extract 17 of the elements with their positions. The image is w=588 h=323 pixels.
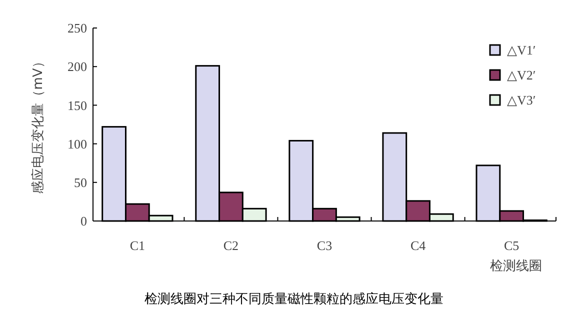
x-tick-label: C1	[130, 238, 146, 253]
legend-label: △V1′	[507, 42, 536, 58]
y-tick-label: 150	[68, 98, 87, 113]
y-tick-label: 50	[74, 174, 87, 190]
y-tick-label: 100	[68, 136, 87, 152]
x-axis-title: 检测线圈	[490, 259, 542, 274]
x-tick-label: C3	[316, 238, 332, 253]
y-tick-label: 250	[68, 20, 87, 36]
y-tick-label: 0	[80, 214, 87, 229]
x-tick-label: C5	[504, 238, 520, 253]
x-tick-label: C4	[410, 238, 426, 253]
legend-label: △V2′	[507, 68, 536, 83]
y-tick-label: 200	[68, 59, 87, 74]
text: 检测线圈对三种不同质量磁性颗粒的感应电压变化量	[144, 291, 444, 307]
y-axis-title: 感应电压变化量（mV）	[30, 55, 46, 194]
legend-label: △V3′	[507, 92, 536, 108]
x-tick-label: C2	[223, 238, 239, 253]
